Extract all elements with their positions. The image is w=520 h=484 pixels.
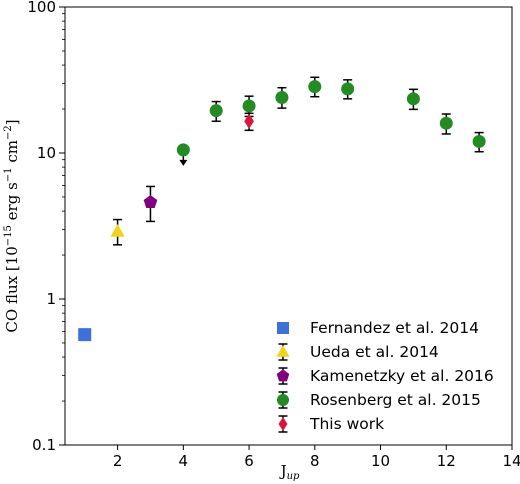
legend-label: Kamenetzky et al. 2016 <box>310 367 494 385</box>
square-marker <box>78 328 92 342</box>
circle-marker <box>341 82 355 96</box>
x-tick-label: 6 <box>244 452 254 470</box>
circle-marker <box>308 80 322 94</box>
legend-item: This work <box>278 415 384 433</box>
diamond-marker <box>278 417 288 431</box>
y-tick-label: 1 <box>46 290 56 308</box>
diamond-marker <box>244 113 254 129</box>
data-marks <box>78 76 486 342</box>
circle-marker <box>406 92 420 106</box>
x-axis-ticks: 2 4 6 8 10 12 14 <box>113 445 520 470</box>
circle-marker <box>242 99 256 113</box>
series-group <box>78 328 92 342</box>
legend-label: This work <box>309 415 384 433</box>
x-tick-label: 14 <box>502 452 520 470</box>
y-tick-label: 10 <box>37 144 56 162</box>
legend-label: Fernandez et al. 2014 <box>310 319 479 337</box>
upper-limit-arrow <box>179 159 188 166</box>
y-axis-label-exp1: −15 <box>3 225 14 246</box>
series-group <box>143 185 158 223</box>
circle-marker <box>176 143 190 157</box>
y-tick-label: 100 <box>27 0 56 16</box>
triangle-marker <box>276 345 290 357</box>
legend-item: Ueda et al. 2014 <box>276 343 439 361</box>
y-axis-label-main: CO flux [10 <box>3 246 21 332</box>
legend-item: Kamenetzky et al. 2016 <box>276 367 494 385</box>
x-tick-label: 2 <box>113 452 123 470</box>
series-group <box>176 76 486 166</box>
circle-marker <box>275 90 289 104</box>
y-axis-label-mid2: cm <box>3 140 21 167</box>
x-axis-label-main: J <box>279 462 287 480</box>
legend-label: Ueda et al. 2014 <box>310 343 439 361</box>
x-tick-label: 4 <box>179 452 189 470</box>
y-axis-label-exp3: −2 <box>3 125 14 140</box>
legend: Fernandez et al. 2014 Ueda et al. 2014 Kam… <box>276 319 494 433</box>
pentagon-marker <box>143 195 158 209</box>
pentagon-marker <box>276 369 290 382</box>
circle-marker <box>209 104 223 118</box>
legend-item: Rosenberg et al. 2015 <box>277 391 481 409</box>
circle-marker <box>277 394 289 406</box>
series-group <box>110 218 125 246</box>
y-axis-label-exp2: −1 <box>3 167 14 182</box>
y-axis-ticks: 0.1 1 10 100 <box>27 0 65 454</box>
x-tick-label: 12 <box>437 452 456 470</box>
circle-marker <box>439 116 453 130</box>
x-axis-label: Jup <box>279 462 300 482</box>
x-tick-label: 8 <box>310 452 320 470</box>
legend-label: Rosenberg et al. 2015 <box>310 391 481 409</box>
x-axis-label-sub: up <box>287 471 300 482</box>
x-tick-label: 10 <box>371 452 390 470</box>
y-axis-label-end: ] <box>3 119 21 125</box>
triangle-marker <box>110 224 125 237</box>
legend-item: Fernandez et al. 2014 <box>277 319 479 337</box>
circle-marker <box>472 134 486 148</box>
plot-frame <box>64 6 513 446</box>
y-axis-label: CO flux [10−15 erg s−1 cm−2] <box>3 119 21 332</box>
y-axis-label-mid: erg s <box>3 182 21 225</box>
y-tick-label: 0.1 <box>32 436 56 454</box>
series-group <box>244 112 254 132</box>
square-marker <box>277 322 289 334</box>
